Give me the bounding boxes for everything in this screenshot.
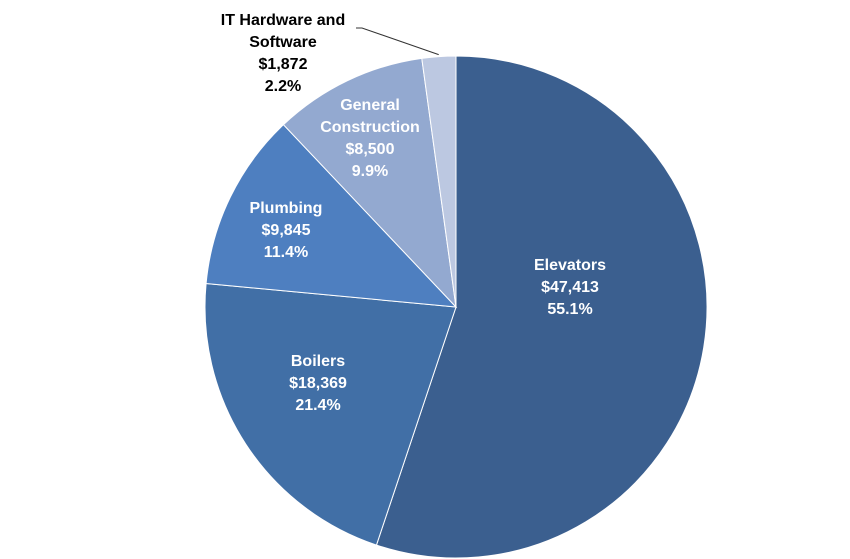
label-line: $1,872 (259, 56, 308, 73)
pie-labels: Elevators $47,413 55.1% Boilers $18,369 21.4%… (221, 12, 606, 414)
label-line: 55.1% (547, 301, 592, 318)
label-line: Construction (320, 119, 420, 136)
label-line: Software (249, 34, 317, 51)
label-line: 21.4% (295, 397, 340, 414)
leader-lines (356, 27, 439, 56)
data-label-general-construction: General Construction $8,500 9.9% (320, 97, 420, 180)
label-line: Plumbing (250, 200, 323, 217)
pie-slice-plumbing (205, 123, 458, 308)
label-line: 11.4% (264, 244, 308, 261)
label-line: Elevators (534, 257, 606, 274)
data-label-boilers: Boilers $18,369 21.4% (289, 353, 347, 414)
pie-slices (204, 55, 708, 559)
pie-slice-boilers (204, 282, 457, 546)
data-label-plumbing: Plumbing $9,845 11.4% (250, 200, 323, 261)
data-label-it-hardware-and-software: IT Hardware and Software $1,872 2.2% (221, 12, 345, 95)
label-line: General (340, 97, 400, 114)
label-line: $47,413 (541, 279, 599, 296)
data-label-elevators: Elevators $47,413 55.1% (534, 257, 606, 318)
label-line: Boilers (291, 353, 345, 370)
leader-line (356, 27, 439, 56)
label-line: $9,845 (262, 222, 311, 239)
pie-slice-elevators (375, 55, 708, 559)
label-line: 2.2% (265, 78, 301, 95)
pie-slice-general-construction (282, 57, 457, 309)
pie-slice-it-hardware-and-software (421, 55, 457, 308)
label-line: $8,500 (346, 141, 395, 158)
label-line: IT Hardware and (221, 12, 345, 29)
label-line: 9.9% (352, 163, 388, 180)
label-line: $18,369 (289, 375, 347, 392)
